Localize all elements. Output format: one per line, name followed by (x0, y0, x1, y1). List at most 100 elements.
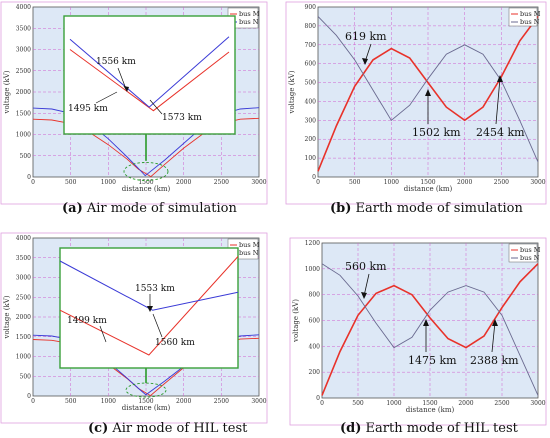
x-tick-label: 2500 (494, 400, 509, 407)
x-tick-label: 1500 (138, 179, 153, 186)
x-tick-label: 2000 (457, 179, 472, 186)
annotation: 560 km (345, 260, 387, 273)
y-axis-label: voltage (kV) (292, 299, 300, 343)
inset-line-bus-N (59, 260, 239, 311)
annotation-pointer (99, 325, 107, 343)
x-tick-label: 500 (352, 400, 364, 407)
annotation-arrowhead (123, 86, 129, 92)
caption-a: (a) Air mode of simulation (62, 201, 237, 216)
y-tick-label: 0 (27, 174, 31, 181)
y-tick-label: 500 (305, 80, 317, 87)
x-tick-label: 3000 (251, 179, 266, 186)
x-tick-label: 0 (31, 398, 35, 405)
annotation: 1556 km (96, 57, 136, 67)
y-tick-label: 2500 (16, 294, 31, 301)
annotation-arrowhead (425, 89, 431, 96)
y-tick-label: 1500 (16, 334, 31, 341)
annotation: 1475 km (408, 354, 457, 367)
y-tick-label: 1200 (305, 240, 320, 247)
x-tick-label: 3000 (530, 400, 545, 407)
y-tick-label: 600 (305, 61, 317, 68)
inset-frame (63, 15, 236, 135)
annotation-pointer (495, 77, 501, 125)
annotation-arrowhead (361, 292, 367, 299)
annotation-arrowhead (497, 75, 503, 82)
x-tick-label: 1000 (101, 398, 116, 405)
y-tick-label: 400 (309, 343, 321, 350)
y-tick-label: 700 (305, 42, 317, 49)
y-tick-label: 500 (20, 153, 32, 160)
y-tick-label: 1500 (16, 110, 31, 117)
legend-entry: bus N (239, 249, 259, 257)
annotation-arrowhead (423, 319, 429, 326)
x-tick-label: 2500 (214, 398, 229, 405)
x-tick-label: 1000 (101, 179, 116, 186)
figure-frame (289, 237, 547, 426)
inset-line-bus-M (59, 256, 239, 356)
y-tick-label: 4000 (16, 4, 31, 11)
y-tick-label: 2500 (16, 68, 31, 75)
x-axis-label: distance (km) (122, 185, 171, 193)
legend-entry: bus M (239, 10, 260, 18)
annotation-pointer (95, 91, 118, 104)
annotation-arrowhead (147, 306, 153, 312)
annotation-arrowhead (492, 319, 498, 326)
y-tick-label: 3500 (16, 255, 31, 262)
x-tick-label: 2000 (176, 398, 191, 405)
y-tick-label: 800 (309, 292, 321, 299)
legend-entry: bus M (520, 246, 541, 254)
annotation-pointer (149, 99, 163, 115)
y-tick-label: 1000 (16, 132, 31, 139)
annotation: 1502 km (412, 126, 461, 139)
legend-entry: bus M (520, 10, 541, 18)
annotation: 2454 km (476, 126, 525, 139)
y-tick-label: 200 (309, 369, 321, 376)
y-tick-label: 600 (309, 318, 321, 325)
y-tick-label: 0 (312, 174, 316, 181)
figure-frame (285, 1, 547, 205)
series-line-bus-M (321, 263, 539, 396)
x-axis-label: distance (km) (404, 185, 453, 193)
x-tick-label: 2000 (458, 400, 473, 407)
annotation-arrowhead (362, 58, 368, 65)
x-tick-label: 1500 (138, 398, 153, 405)
y-tick-label: 0 (316, 395, 320, 402)
x-axis-label: distance (km) (122, 404, 171, 412)
x-tick-label: 0 (316, 179, 320, 186)
y-tick-label: 400 (305, 98, 317, 105)
y-axis-label: voltage (kV) (3, 70, 11, 114)
y-tick-label: 1000 (305, 266, 320, 273)
y-tick-label: 100 (305, 155, 317, 162)
y-tick-label: 200 (305, 136, 317, 143)
annotation-pointer (117, 67, 127, 90)
y-tick-label: 900 (305, 4, 317, 11)
legend-entry: bus N (520, 254, 540, 262)
panel-earth-mode-simulation: 0 500 1000 1500 2000 2500 3000 0 100 200 300 400 500… (285, 1, 547, 205)
y-tick-label: 2000 (16, 89, 31, 96)
y-tick-label: 3000 (16, 47, 31, 54)
caption-b: (b) Earth mode of simulation (330, 201, 523, 216)
x-tick-label: 2000 (176, 179, 191, 186)
annotation-pointer (363, 273, 370, 297)
x-tick-label: 1500 (420, 179, 435, 186)
annotation: 1560 km (155, 338, 195, 348)
annotation: 1553 km (135, 284, 175, 294)
caption-d: (d) Earth mode of HIL test (340, 421, 519, 436)
x-tick-label: 1000 (384, 179, 399, 186)
x-tick-label: 1500 (422, 400, 437, 407)
series-line-bus-M (317, 15, 539, 172)
x-tick-label: 2500 (214, 179, 229, 186)
legend-entry: bus N (239, 18, 259, 26)
x-tick-label: 3000 (251, 398, 266, 405)
zoom-region-ellipse (123, 162, 169, 181)
zoom-region-ellipse (125, 382, 167, 398)
annotation: 619 km (345, 30, 387, 43)
panel-earth-mode-hil: 0 500 1000 1500 2000 2500 3000 0 200 400 600 800 100… (289, 237, 547, 426)
annotation: 1495 km (68, 104, 108, 114)
figure-frame (0, 232, 268, 424)
annotation: 1499 km (67, 316, 107, 326)
y-tick-label: 3500 (16, 25, 31, 32)
y-axis-label: voltage (kV) (3, 295, 11, 339)
y-tick-label: 800 (305, 23, 317, 30)
y-tick-label: 3000 (16, 275, 31, 282)
